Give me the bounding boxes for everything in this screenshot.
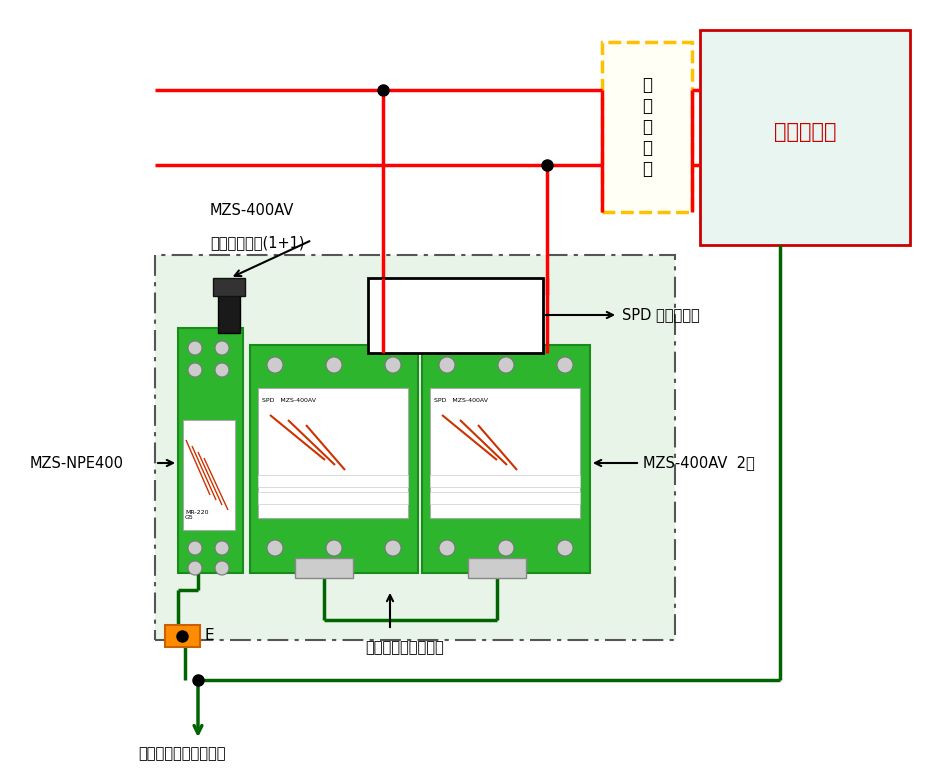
Text: MZS-400AV  2つ: MZS-400AV 2つ: [643, 455, 755, 471]
Bar: [218, 295, 240, 333]
Circle shape: [557, 540, 573, 556]
Text: SPD   MZS-400AV: SPD MZS-400AV: [434, 398, 488, 403]
Bar: [250, 345, 418, 573]
Circle shape: [188, 363, 202, 377]
Bar: [213, 278, 245, 296]
Bar: [700, 30, 910, 245]
Bar: [368, 278, 543, 353]
Text: SPD   MZS-400AV: SPD MZS-400AV: [262, 398, 316, 403]
Bar: [430, 388, 580, 518]
Circle shape: [498, 357, 514, 373]
Bar: [295, 558, 353, 578]
Bar: [430, 492, 580, 504]
Bar: [258, 492, 408, 504]
Circle shape: [557, 357, 573, 373]
Text: SPD 外部分離器: SPD 外部分離器: [622, 307, 700, 322]
Circle shape: [439, 540, 455, 556]
Circle shape: [188, 341, 202, 355]
Bar: [155, 255, 675, 640]
Text: MZS-NPE400: MZS-NPE400: [30, 455, 124, 471]
Bar: [178, 328, 243, 573]
Bar: [602, 42, 692, 212]
Circle shape: [267, 357, 283, 373]
Text: MZS-400AV: MZS-400AV: [210, 203, 294, 218]
Circle shape: [188, 541, 202, 555]
Circle shape: [326, 357, 342, 373]
Circle shape: [215, 363, 229, 377]
Circle shape: [385, 357, 401, 373]
Text: 被保護機器: 被保護機器: [774, 122, 836, 142]
Text: MR-220
G5: MR-220 G5: [185, 510, 208, 520]
Circle shape: [215, 541, 229, 555]
Bar: [165, 625, 200, 647]
Bar: [258, 475, 408, 487]
Circle shape: [439, 357, 455, 373]
Bar: [430, 475, 580, 487]
Circle shape: [326, 540, 342, 556]
Bar: [258, 388, 408, 518]
Text: 漏
電
遮
断
器: 漏 電 遮 断 器: [642, 77, 652, 178]
Bar: [422, 345, 590, 573]
Bar: [183, 420, 235, 530]
Text: ショートバー(1+1): ショートバー(1+1): [210, 235, 305, 250]
Circle shape: [498, 540, 514, 556]
Circle shape: [188, 561, 202, 575]
Bar: [468, 558, 526, 578]
Circle shape: [385, 540, 401, 556]
Text: ショート用リード線: ショート用リード線: [365, 640, 444, 655]
Circle shape: [215, 561, 229, 575]
Circle shape: [267, 540, 283, 556]
Text: E: E: [205, 629, 215, 644]
Text: ボンディング用バーへ: ボンディング用バーへ: [138, 747, 226, 762]
Circle shape: [215, 341, 229, 355]
